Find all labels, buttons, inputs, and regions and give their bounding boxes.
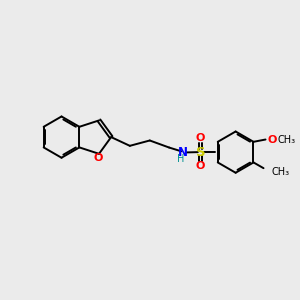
Text: CH₃: CH₃ bbox=[272, 167, 290, 177]
Text: N: N bbox=[178, 146, 188, 159]
Text: O: O bbox=[196, 161, 206, 172]
Text: O: O bbox=[93, 152, 103, 163]
Text: CH₃: CH₃ bbox=[278, 134, 296, 145]
Text: S: S bbox=[196, 146, 206, 159]
Text: H: H bbox=[177, 154, 184, 164]
Text: O: O bbox=[196, 133, 206, 143]
Text: O: O bbox=[268, 134, 277, 145]
